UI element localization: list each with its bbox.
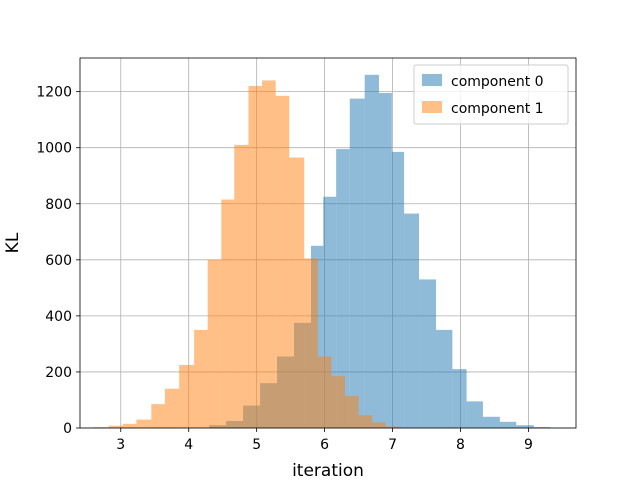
bar-component-1 <box>304 258 318 428</box>
bar-component-1 <box>164 388 180 428</box>
x-axis-ticks: 3 4 5 6 7 8 9 <box>116 428 533 453</box>
bar-component-0 <box>364 74 379 429</box>
bar-component-0 <box>533 427 551 428</box>
y-tick-label: 1200 <box>36 85 72 101</box>
x-tick-label: 5 <box>252 437 261 453</box>
bar-component-0 <box>436 329 453 428</box>
y-tick-label: 1000 <box>36 141 72 157</box>
bar-component-0 <box>419 279 437 428</box>
plot-frame <box>79 57 577 429</box>
bar-component-1 <box>122 423 137 428</box>
x-tick-label: 4 <box>184 437 193 453</box>
bar-component-1 <box>262 80 276 428</box>
bar-component-0 <box>404 213 420 428</box>
x-axis-label: iteration <box>292 461 364 480</box>
bar-component-1 <box>317 356 332 428</box>
bar-component-1 <box>93 427 109 428</box>
bar-component-0 <box>466 401 483 428</box>
legend-swatch-component-0 <box>422 74 442 86</box>
bar-component-1 <box>344 395 359 428</box>
bar-component-1 <box>372 422 386 428</box>
bar-component-0 <box>378 93 392 429</box>
legend: component 0 component 1 <box>413 64 569 125</box>
bar-component-1 <box>289 157 305 428</box>
legend-label-component-0: component 0 <box>451 74 544 90</box>
legend-box <box>413 64 569 125</box>
bar-component-1 <box>234 144 249 429</box>
bar-component-0 <box>482 416 500 428</box>
bar-component-1 <box>331 376 345 428</box>
bar-component-0 <box>516 425 534 428</box>
y-tick-label: 200 <box>45 365 72 381</box>
y-axis-ticks: 0 200 400 600 800 1000 1200 <box>36 85 80 437</box>
bar-component-0 <box>336 149 350 428</box>
bar-component-1 <box>275 95 290 428</box>
histogram-bars <box>93 74 551 429</box>
y-tick-label: 0 <box>63 421 72 437</box>
legend-swatch-component-1 <box>422 101 442 113</box>
y-tick-label: 800 <box>45 197 72 213</box>
x-tick-label: 6 <box>320 437 329 453</box>
bar-component-1 <box>151 404 165 428</box>
bar-component-0 <box>452 369 467 428</box>
bar-component-1 <box>358 415 373 428</box>
bar-component-1 <box>108 425 123 428</box>
bar-component-1 <box>194 329 208 428</box>
bar-component-1 <box>136 419 152 428</box>
y-tick-label: 400 <box>45 309 72 325</box>
bar-component-1 <box>207 259 222 428</box>
bar-component-0 <box>349 98 365 429</box>
bar-component-0 <box>391 151 405 428</box>
legend-label-component-1: component 1 <box>451 101 544 117</box>
bar-component-1 <box>221 199 235 428</box>
bar-component-1 <box>179 364 195 428</box>
bar-component-1 <box>248 86 263 428</box>
y-axis-label: KL <box>3 232 23 253</box>
bar-component-1 <box>385 426 400 428</box>
bar-component-0 <box>499 421 517 428</box>
y-tick-label: 600 <box>45 253 72 269</box>
x-tick-label: 3 <box>116 437 125 453</box>
x-tick-label: 7 <box>388 437 397 453</box>
x-tick-label: 9 <box>524 437 533 453</box>
x-tick-label: 8 <box>456 437 465 453</box>
